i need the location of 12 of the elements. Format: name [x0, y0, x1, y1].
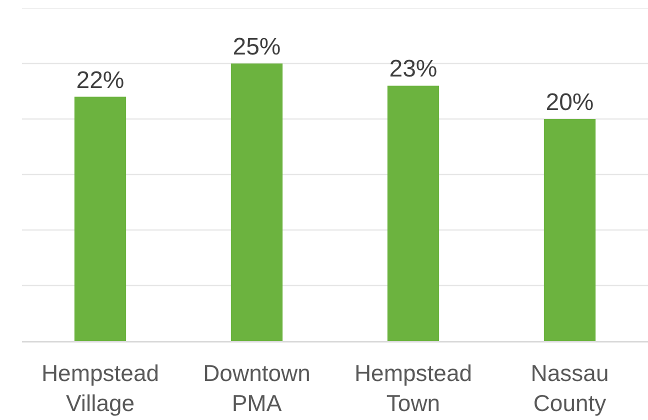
data-label: 22%	[76, 66, 124, 94]
x-tick-label: Nassau County	[530, 360, 609, 416]
data-label: 25%	[232, 34, 281, 60]
bar	[74, 96, 126, 341]
bar	[387, 86, 440, 341]
data-label: 23%	[389, 56, 438, 83]
x-tick-label: Downtown PMA	[203, 360, 310, 416]
bar	[230, 64, 283, 341]
x-tick-label: Hempstead Village	[41, 360, 160, 416]
bar	[544, 119, 596, 341]
data-label: 20%	[546, 89, 594, 116]
x-tick-label: Hempstead Town	[354, 360, 472, 416]
